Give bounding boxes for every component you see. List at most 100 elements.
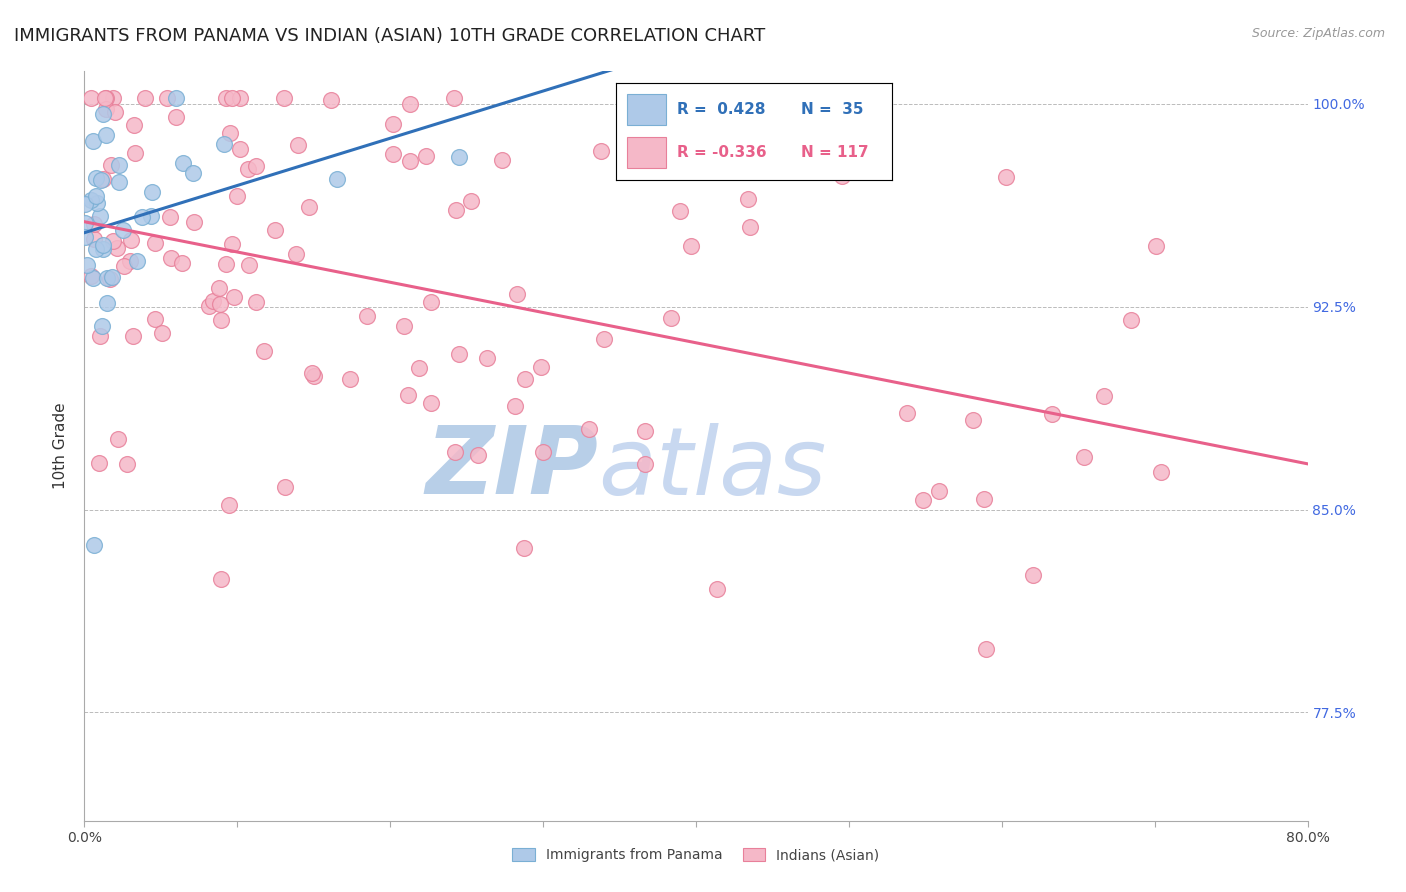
Point — [105, 241, 128, 255]
Point — [218, 498, 240, 512]
Point — [238, 258, 260, 272]
Point — [593, 332, 616, 346]
Point — [737, 192, 759, 206]
Point — [321, 93, 343, 107]
Point — [831, 169, 853, 183]
Point — [301, 367, 323, 381]
Point — [165, 110, 187, 124]
Point — [150, 326, 173, 340]
Point — [408, 361, 430, 376]
Point — [381, 147, 404, 161]
Point — [160, 251, 183, 265]
Point — [681, 239, 703, 253]
Point — [197, 299, 219, 313]
Point — [1092, 389, 1115, 403]
Point — [221, 236, 243, 251]
Point — [84, 242, 107, 256]
Point — [139, 209, 162, 223]
Point — [91, 318, 114, 333]
Point — [253, 343, 276, 358]
Point — [141, 185, 163, 199]
Point — [995, 169, 1018, 184]
Point — [172, 155, 194, 169]
Point — [962, 413, 984, 427]
Point — [75, 216, 97, 230]
Point — [118, 253, 141, 268]
Point — [94, 91, 117, 105]
Legend: Immigrants from Panama, Indians (Asian): Immigrants from Panama, Indians (Asian) — [506, 843, 886, 868]
Point — [101, 91, 124, 105]
Point — [112, 259, 135, 273]
Point — [96, 271, 118, 285]
Point — [170, 256, 193, 270]
Point — [444, 203, 467, 218]
Point — [86, 196, 108, 211]
Point — [121, 328, 143, 343]
Point — [215, 257, 238, 271]
Point — [120, 234, 142, 248]
Point — [245, 294, 267, 309]
Point — [94, 102, 117, 116]
Point — [202, 294, 225, 309]
Point — [156, 91, 179, 105]
Point — [467, 448, 489, 462]
Point — [91, 172, 114, 186]
Point — [589, 144, 612, 158]
Point — [1150, 465, 1173, 479]
Point — [513, 541, 536, 556]
Point — [398, 154, 420, 169]
Point — [91, 238, 114, 252]
Point — [634, 424, 657, 438]
Point — [90, 172, 112, 186]
Point — [131, 211, 153, 225]
Point — [443, 444, 465, 458]
Point — [506, 287, 529, 301]
Point — [415, 149, 437, 163]
Point — [706, 582, 728, 596]
Point — [209, 297, 232, 311]
Point — [75, 197, 97, 211]
Point — [87, 456, 110, 470]
Text: ZIP: ZIP — [425, 423, 598, 515]
Point — [382, 117, 405, 131]
Point — [209, 313, 232, 327]
Point — [215, 91, 238, 105]
Point — [662, 139, 685, 153]
Point — [101, 270, 124, 285]
Point — [399, 97, 422, 112]
Point — [443, 91, 465, 105]
Point — [98, 272, 121, 286]
Point — [125, 253, 148, 268]
Point — [449, 150, 471, 164]
Point — [1119, 313, 1142, 327]
Point — [298, 200, 321, 214]
Point — [91, 242, 114, 256]
Text: Source: ZipAtlas.com: Source: ZipAtlas.com — [1251, 27, 1385, 40]
Point — [108, 175, 131, 189]
Point — [669, 204, 692, 219]
Point — [356, 310, 378, 324]
Point — [89, 209, 111, 223]
Point — [134, 91, 156, 105]
Point — [80, 268, 103, 283]
Point — [503, 399, 526, 413]
Point — [104, 105, 127, 120]
Point — [80, 194, 103, 208]
Point — [107, 433, 129, 447]
Point — [93, 91, 115, 105]
Point — [264, 223, 287, 237]
Point — [531, 445, 554, 459]
Point — [86, 189, 108, 203]
Point — [221, 91, 243, 105]
Point — [143, 311, 166, 326]
Point — [274, 480, 297, 494]
Point — [740, 219, 762, 234]
Point — [115, 457, 138, 471]
Point — [96, 296, 118, 310]
Point — [103, 234, 125, 248]
Point — [100, 158, 122, 172]
Point — [165, 91, 187, 105]
Point — [124, 145, 146, 160]
Point — [339, 372, 361, 386]
Point — [159, 210, 181, 224]
